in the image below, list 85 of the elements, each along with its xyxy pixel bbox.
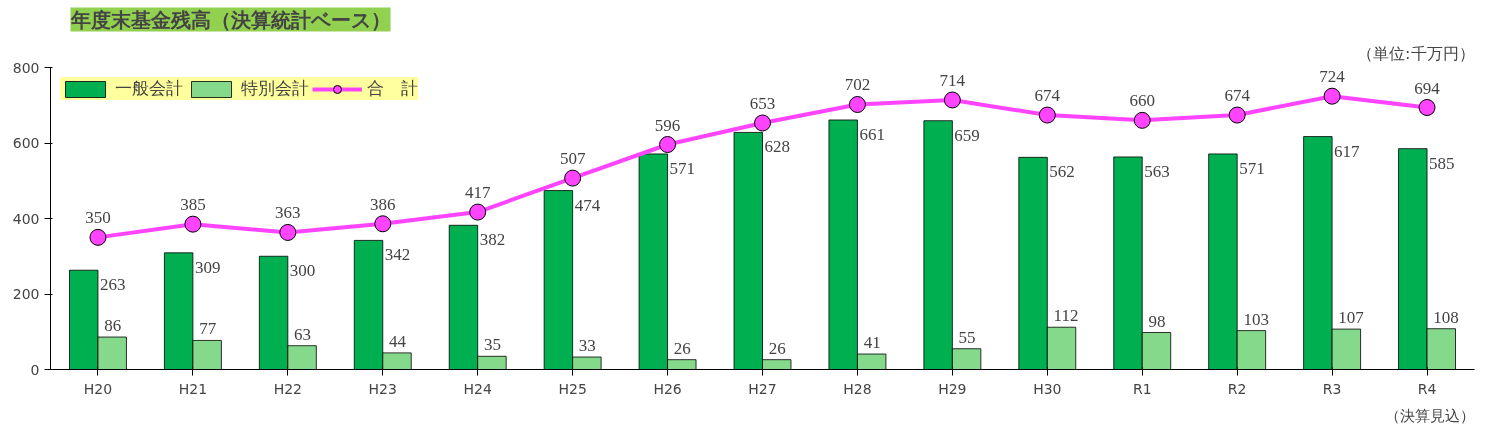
- legend-label: 一般会計: [115, 77, 183, 100]
- point: [1418, 99, 1436, 116]
- data-label: 694: [1414, 78, 1441, 98]
- x-tick-label: R2: [1227, 380, 1247, 397]
- y-tick-label: 600: [12, 135, 40, 151]
- point: [564, 169, 582, 187]
- data-label: 714: [939, 70, 966, 90]
- data-label: 55: [958, 327, 976, 347]
- data-label: 309: [194, 257, 221, 277]
- x-tick-label: H24: [463, 380, 492, 397]
- data-label: 26: [768, 338, 786, 358]
- data-label: 44: [389, 331, 407, 351]
- text: （単位:千万円）: [1357, 43, 1475, 63]
- data-label: 35: [483, 335, 501, 355]
- data-label: 562: [1049, 162, 1075, 182]
- point: [1323, 87, 1341, 105]
- data-label: 563: [1144, 161, 1170, 181]
- x-tick-label: R1: [1132, 380, 1152, 397]
- data-label: 724: [1319, 67, 1346, 87]
- x-tick-label: H25: [558, 380, 587, 397]
- x-tick-label: H22: [273, 380, 303, 397]
- point: [469, 203, 487, 221]
- legend-label: 特別会計: [241, 77, 309, 100]
- data-label: 26: [673, 338, 691, 358]
- x-tick-label: H26: [653, 380, 682, 397]
- data-label: 661: [859, 124, 885, 144]
- x-tick-label: H27: [748, 380, 777, 397]
- legend-label: 合 計: [367, 77, 418, 100]
- data-label: 112: [1053, 306, 1079, 326]
- data-label: 103: [1243, 309, 1269, 329]
- x-tick-label: H28: [843, 380, 872, 397]
- data-label: 98: [1148, 311, 1166, 331]
- data-label: 507: [559, 149, 586, 169]
- data-label: 674: [1224, 86, 1251, 106]
- point: [1038, 106, 1056, 124]
- y-tick-label: 400: [12, 210, 40, 227]
- data-label: 363: [275, 203, 301, 223]
- x-tick-label: H23: [368, 380, 397, 397]
- x-tick-label: H29: [938, 380, 967, 397]
- y-tick-label: 800: [12, 59, 40, 76]
- data-label: 674: [1034, 86, 1061, 106]
- data-label: 33: [578, 336, 596, 356]
- data-label: 386: [370, 194, 396, 214]
- point: [374, 215, 392, 233]
- point: [1228, 106, 1246, 124]
- data-label: 107: [1338, 308, 1365, 328]
- data-label: 86: [104, 316, 122, 336]
- point: [754, 114, 771, 132]
- data-label: 263: [99, 275, 126, 295]
- x-tick-label: H30: [1033, 380, 1062, 397]
- data-label: 659: [954, 125, 980, 145]
- data-label: 77: [199, 319, 217, 339]
- data-label: 653: [749, 93, 776, 113]
- x-tick-label: H20: [83, 380, 113, 397]
- data-label: 41: [863, 333, 881, 353]
- x-tick-label: R3: [1322, 380, 1342, 397]
- data-label: 385: [180, 195, 206, 215]
- data-label: 350: [85, 208, 111, 228]
- point: [279, 223, 297, 241]
- data-label: 300: [289, 261, 316, 281]
- data-label: 342: [384, 245, 411, 265]
- y-tick-label: 0: [30, 361, 40, 378]
- data-label: 596: [654, 115, 681, 135]
- data-label: 585: [1429, 153, 1455, 173]
- point: [89, 228, 107, 246]
- x-tick-label: H21: [178, 380, 208, 397]
- data-label: 382: [479, 230, 506, 250]
- point: [1133, 111, 1151, 129]
- y-tick-label: 200: [12, 286, 40, 302]
- data-label: 617: [1334, 141, 1361, 161]
- data-label: 417: [464, 183, 491, 203]
- point: [848, 96, 866, 113]
- data-label: 571: [1239, 158, 1265, 178]
- data-label: 628: [764, 137, 790, 157]
- data-label: 63: [294, 324, 312, 344]
- point: [943, 91, 961, 109]
- data-label: 474: [574, 195, 601, 215]
- data-label: 660: [1129, 91, 1155, 111]
- data-label: 571: [669, 158, 696, 178]
- data-label: 702: [844, 75, 871, 95]
- data-label: 108: [1433, 307, 1459, 327]
- x-tick-label: R4: [1417, 380, 1437, 397]
- point: [659, 136, 677, 153]
- text: （決算見込）: [1384, 406, 1475, 425]
- point: [184, 215, 202, 233]
